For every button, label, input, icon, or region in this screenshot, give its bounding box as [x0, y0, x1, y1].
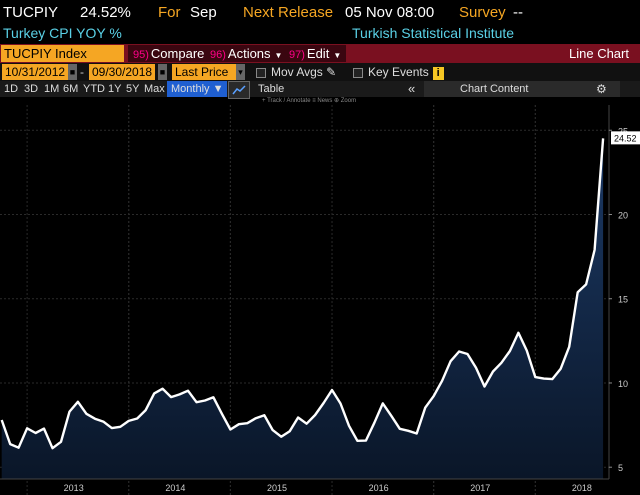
range-bar: 10/31/2012 ■ - 09/30/2018 ■ Last Price ▾…: [0, 63, 640, 81]
chevron-down-icon[interactable]: ▾: [236, 64, 245, 80]
period-bar: 1D 3D 1M 6M YTD 1Y 5Y Max Monthly ▼ Tabl…: [0, 81, 640, 99]
last-value: 24.52%: [80, 4, 131, 21]
mov-avgs-label: Mov Avgs: [271, 65, 323, 79]
line-chart-icon[interactable]: [228, 81, 250, 99]
series-line: [0, 138, 605, 450]
table-button[interactable]: Table: [258, 83, 285, 95]
checkbox-icon[interactable]: [353, 67, 363, 78]
info-icon[interactable]: i: [432, 67, 444, 80]
calendar-icon[interactable]: ■: [68, 64, 77, 80]
key-events-toggle[interactable]: Key Events i: [353, 64, 444, 80]
chart-tools: + Track / Annotate ≡ News ⊕ Zoom: [262, 98, 357, 104]
x-tick-label: 2013: [64, 483, 84, 493]
last-value-marker: [611, 131, 640, 145]
y-tick-label: 15: [618, 295, 628, 305]
key-events-label: Key Events: [368, 65, 429, 79]
security-input[interactable]: TUCPIY Index: [1, 45, 124, 62]
x-tick-label: 2014: [165, 483, 185, 493]
mov-avgs-toggle[interactable]: Mov Avgs ✎: [256, 64, 336, 80]
collapse-icon[interactable]: «: [408, 81, 416, 96]
period-ytd[interactable]: YTD: [83, 83, 105, 95]
edit-number: 97): [289, 49, 305, 61]
edit-menu[interactable]: 97) Edit ▼: [284, 45, 347, 62]
y-tick-label: 5: [618, 463, 623, 473]
period-5y[interactable]: 5Y: [126, 83, 140, 95]
line-chart: 5 10 15 20 25 2013 2014 2015 2016 2017 2018 24.52: [0, 105, 640, 495]
caret-down-icon: ▼: [274, 51, 283, 60]
period-1y[interactable]: 1Y: [108, 83, 122, 95]
gear-icon[interactable]: ⚙: [596, 82, 607, 96]
for-label: For: [158, 4, 181, 21]
survey-value: --: [513, 4, 523, 21]
caret-down-icon: ▼: [333, 51, 342, 60]
compare-label: Compare: [150, 46, 205, 61]
y-tick-label: 20: [618, 211, 628, 221]
chart-type-label: Line Chart: [569, 46, 629, 61]
x-tick-label: 2016: [369, 483, 389, 493]
period-max[interactable]: Max: [144, 83, 165, 95]
series-area: [1, 138, 604, 479]
edit-label: Edit: [306, 46, 330, 61]
last-value-label: 24.52: [614, 133, 637, 143]
period: Sep: [190, 4, 217, 21]
x-tick-label: 2017: [470, 483, 490, 493]
subtitle-bar: Turkey CPI YOY % Turkish Statistical Ins…: [0, 24, 640, 44]
compare-button[interactable]: 95) Compare: [128, 45, 210, 62]
actions-label: Actions: [227, 46, 271, 61]
range-dash: -: [80, 65, 84, 79]
frequency-select[interactable]: Monthly ▼: [167, 81, 228, 97]
data-source: Turkish Statistical Institute: [352, 25, 515, 41]
title-bar: TUCPIY 24.52% For Sep Next Release 05 No…: [0, 0, 640, 24]
survey-label: Survey: [459, 4, 506, 21]
compare-number: 95): [133, 49, 149, 61]
pencil-icon[interactable]: ✎: [326, 65, 337, 79]
chart-content-label: Chart Content: [460, 83, 529, 95]
period-1m[interactable]: 1M: [44, 83, 60, 95]
frequency-label: Monthly: [171, 83, 210, 95]
ticker: TUCPIY: [3, 4, 59, 21]
x-tick-label: 2015: [267, 483, 287, 493]
next-release-label: Next Release: [243, 4, 334, 21]
next-release-date: 05 Nov 08:00: [345, 4, 435, 21]
chart-content-button[interactable]: Chart Content: [424, 81, 620, 97]
actions-menu[interactable]: 96) Actions ▼: [205, 45, 288, 62]
x-tick-label: 2018: [572, 483, 592, 493]
y-tick-label: 10: [618, 379, 628, 389]
end-date-input[interactable]: 09/30/2018: [89, 64, 156, 80]
checkbox-icon[interactable]: [256, 67, 266, 78]
toolbar: TUCPIY Index 95) Compare 96) Actions ▼ 97) E…: [0, 44, 640, 63]
calendar-icon[interactable]: ■: [158, 64, 167, 80]
actions-number: 96): [210, 49, 226, 61]
y-tick-label: 25: [618, 126, 628, 136]
period-3d[interactable]: 3D: [24, 83, 39, 95]
start-date-input[interactable]: 10/31/2012: [2, 64, 69, 80]
field-select[interactable]: Last Price: [172, 64, 238, 80]
chart-area: 5 10 15 20 25 2013 2014 2015 2016 2017 2018 24.52: [0, 105, 640, 495]
period-6m[interactable]: 6M: [63, 83, 79, 95]
period-1d[interactable]: 1D: [4, 83, 19, 95]
security-name: Turkey CPI YOY %: [3, 25, 122, 41]
